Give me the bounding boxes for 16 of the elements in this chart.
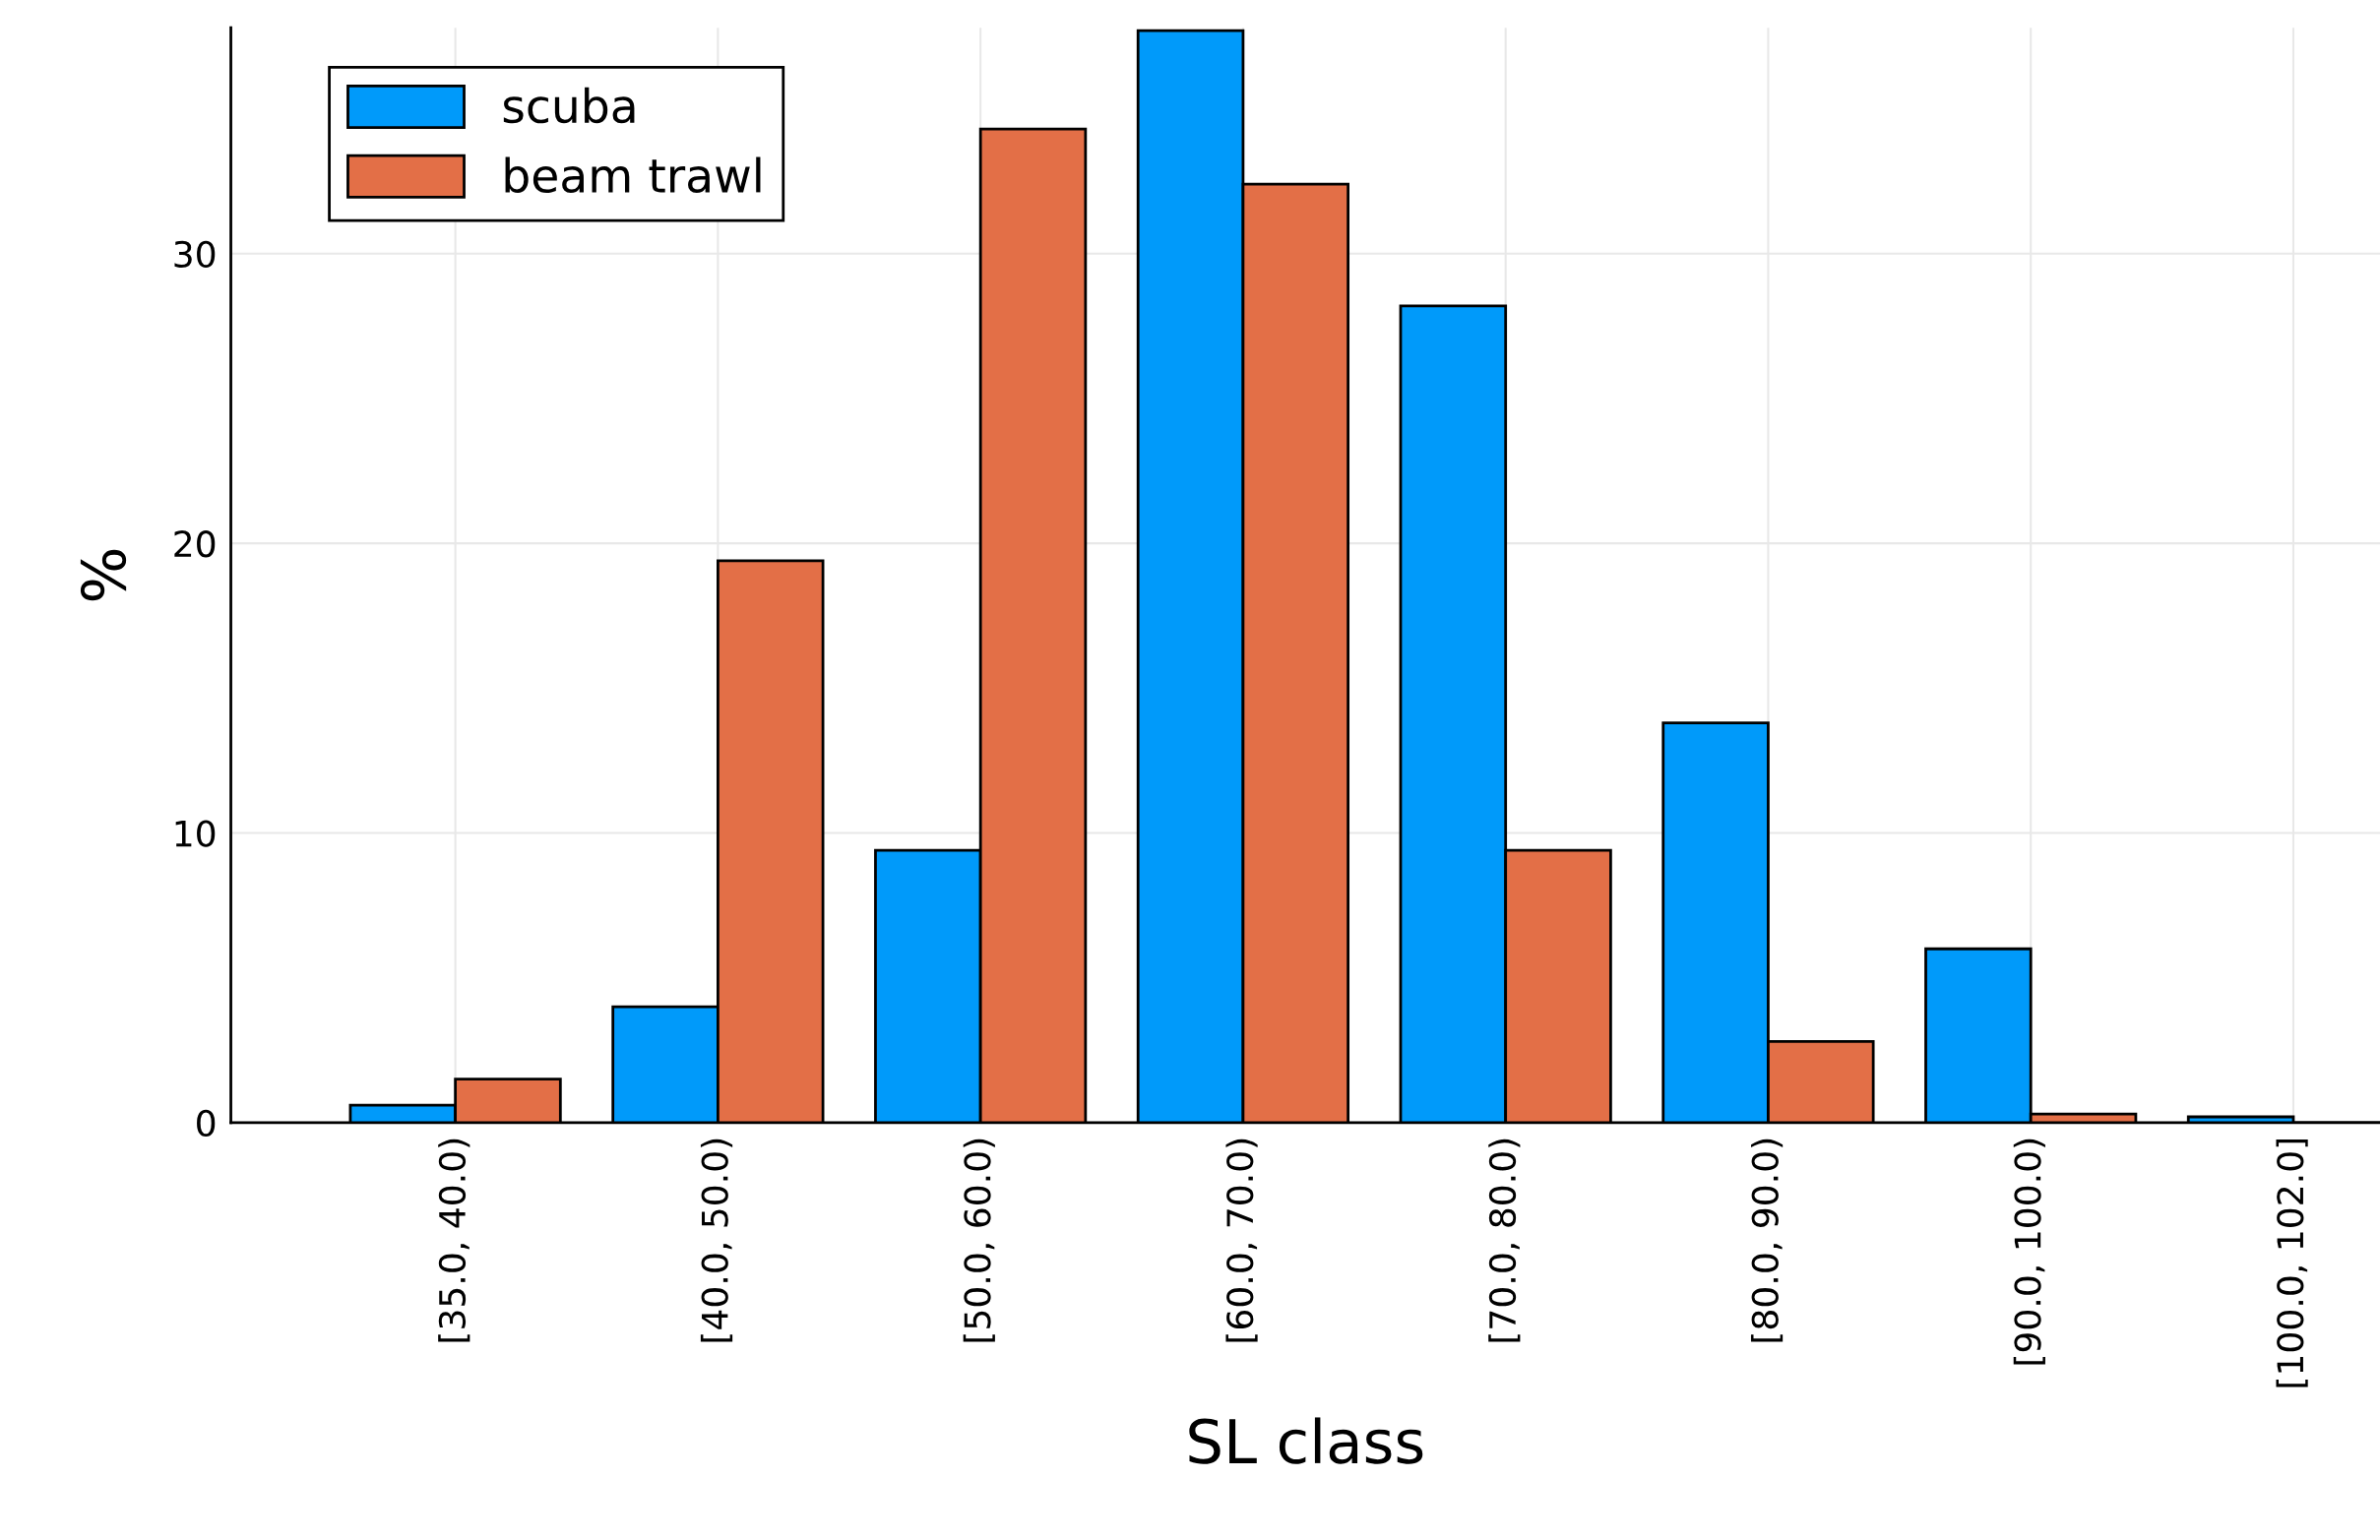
y-tick-label: 30: [174, 240, 216, 269]
legend-label: beam trawl: [505, 156, 761, 194]
x-tick-label: [40.0, 50.0): [700, 1139, 733, 1342]
x-tick-label: [60.0, 70.0): [1225, 1139, 1258, 1342]
x-tick-label: [35.0, 40.0): [438, 1139, 470, 1342]
y-tick-label: 20: [174, 530, 216, 558]
x-tick-label: [90.0, 100.0): [2013, 1139, 2045, 1365]
x-tick-label: [80.0, 90.0): [1750, 1139, 1784, 1342]
legend-label: scuba: [503, 87, 635, 124]
x-tick-label: [100.0, 102.0]: [2276, 1139, 2308, 1387]
x-tick-label: [70.0, 80.0): [1488, 1139, 1521, 1342]
y-tick-label: 10: [175, 820, 216, 847]
y-axis-title: %: [80, 549, 127, 601]
y-tick-label: 0: [197, 1109, 216, 1138]
x-tick-label: [50.0, 60.0): [963, 1139, 995, 1342]
x-axis-title: SL class: [1189, 1417, 1423, 1464]
